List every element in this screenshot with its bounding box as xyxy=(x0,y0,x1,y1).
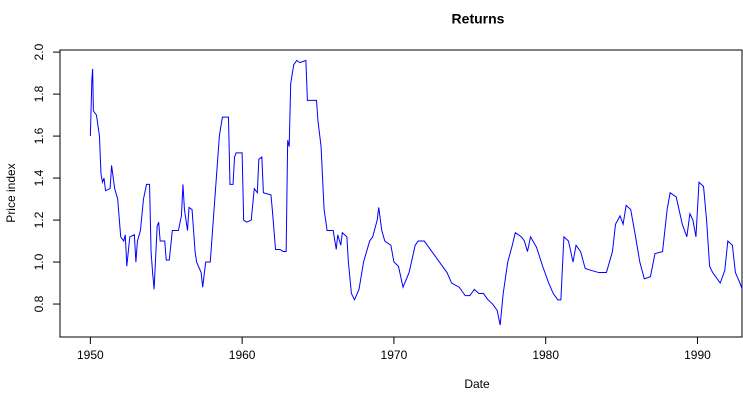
x-tick-label: 1990 xyxy=(684,348,711,362)
plot-box xyxy=(59,49,743,338)
y-tick-label: 0.8 xyxy=(32,295,46,312)
x-tick-label: 1970 xyxy=(381,348,408,362)
y-tick-label: 1.6 xyxy=(32,127,46,144)
x-tick-label: 1960 xyxy=(229,348,256,362)
y-tick-label: 1.4 xyxy=(32,169,46,186)
y-tick-label: 1.8 xyxy=(32,85,46,102)
x-tick-label: 1980 xyxy=(532,348,559,362)
x-tick-label: 1950 xyxy=(77,348,104,362)
x-axis-label: Date xyxy=(464,377,490,391)
y-tick-label: 2.0 xyxy=(32,43,46,60)
line-series xyxy=(89,59,743,326)
y-tick-label: 1.2 xyxy=(32,211,46,228)
y-tick-label: 1.0 xyxy=(32,253,46,270)
y-axis-label: Price index xyxy=(4,163,18,222)
chart-title: Returns xyxy=(452,11,505,27)
